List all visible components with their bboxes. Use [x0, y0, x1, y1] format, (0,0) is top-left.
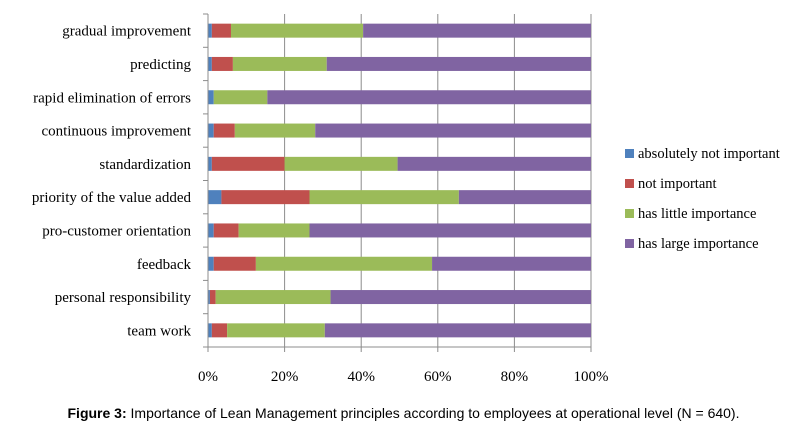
bar-segment	[255, 256, 433, 271]
bar-segment	[397, 156, 591, 171]
bar-segment	[458, 190, 591, 205]
bar-segment	[330, 290, 591, 305]
bar-segment	[432, 256, 591, 271]
caption-text: Importance of Lean Management principles…	[126, 405, 740, 421]
bar-segment	[208, 190, 222, 205]
x-tick-label: 0%	[198, 369, 218, 385]
x-tick-label: 80%	[501, 369, 529, 385]
bar-segment	[208, 256, 214, 271]
caption-label: Figure 3:	[67, 405, 127, 421]
figure-caption: Figure 3: Importance of Lean Management …	[0, 405, 807, 421]
bar-segment	[267, 90, 591, 105]
legend-swatch	[625, 239, 634, 248]
legend-swatch	[625, 209, 634, 218]
category-label: priority of the value added	[32, 190, 192, 206]
bar-segment	[208, 156, 212, 171]
category-label: rapid elimination of errors	[33, 90, 191, 106]
bar-segment	[208, 90, 214, 105]
legend-label: not important	[638, 176, 717, 192]
legend-label: has large importance	[638, 236, 759, 252]
bar-segment	[227, 323, 325, 338]
category-label: feedback	[137, 257, 192, 273]
bar-segment	[211, 56, 233, 71]
bar-segment	[213, 256, 256, 271]
bar-segment	[208, 223, 214, 238]
bar-segment	[208, 23, 212, 38]
x-tick-label: 40%	[347, 369, 375, 385]
bar-segment	[213, 90, 268, 105]
bar-segment	[221, 190, 310, 205]
bar-segment	[209, 290, 216, 305]
category-label: predicting	[130, 57, 191, 73]
bar-segment	[324, 323, 591, 338]
bar-segment	[309, 190, 459, 205]
bar-segment	[315, 123, 591, 138]
category-label: pro-customer orientation	[42, 223, 191, 239]
category-labels: gradual improvement predicting rapid elimi…	[32, 24, 192, 340]
bar-segment	[309, 223, 591, 238]
category-label: standardization	[99, 157, 191, 173]
legend: absolutely not important not important has…	[625, 146, 780, 252]
bar-segment	[284, 156, 398, 171]
legend-label: absolutely not important	[638, 146, 780, 162]
stacked-bar-chart: gradual improvement predicting rapid elimi…	[32, 13, 780, 385]
category-label: gradual improvement	[62, 24, 192, 40]
bar-segment	[211, 323, 228, 338]
bar-segment	[211, 23, 231, 38]
bar-segment	[326, 56, 591, 71]
legend-label: has little importance	[638, 206, 756, 222]
bar-segment	[208, 123, 214, 138]
axes	[203, 13, 592, 352]
category-label: team work	[127, 323, 191, 339]
bar-segment	[234, 123, 316, 138]
x-tick-labels: 0% 20% 40% 60% 80% 100%	[198, 369, 609, 385]
bar-segment	[363, 23, 591, 38]
bar-segment	[208, 323, 212, 338]
bar-segment	[208, 56, 212, 71]
bar-segment	[230, 23, 364, 38]
bar-segment	[213, 123, 235, 138]
category-label: personal responsibility	[55, 290, 192, 306]
bar-segment	[208, 290, 210, 305]
bar-segment	[211, 156, 285, 171]
bar-segment	[238, 223, 310, 238]
bar-segment	[215, 290, 331, 305]
x-tick-label: 20%	[271, 369, 299, 385]
bar-segment	[232, 56, 327, 71]
legend-swatch	[625, 179, 634, 188]
bar-segment	[213, 223, 239, 238]
x-tick-label: 60%	[424, 369, 452, 385]
legend-swatch	[625, 149, 634, 158]
x-tick-label: 100%	[574, 369, 609, 385]
category-label: continuous improvement	[41, 124, 191, 140]
bars	[208, 23, 591, 338]
